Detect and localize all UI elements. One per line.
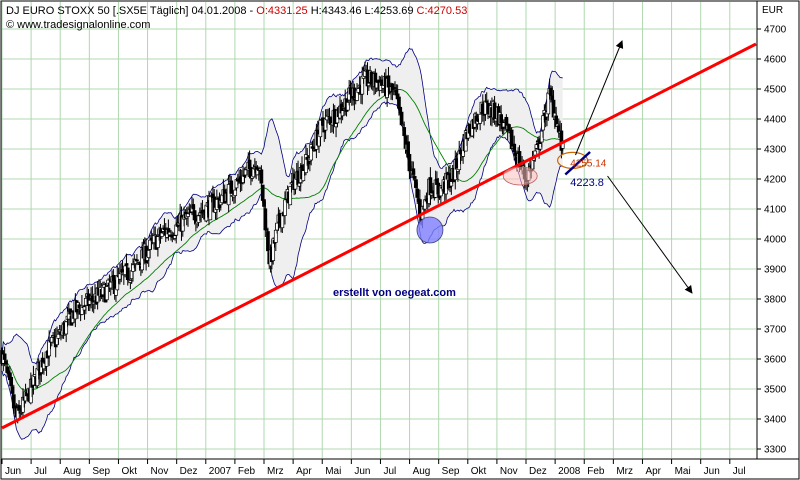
candle-body (68, 308, 72, 315)
x-tick-label: Okt (471, 466, 487, 477)
projection-arrow-down (607, 175, 693, 294)
candle-body (104, 286, 109, 301)
y-tick-label: 4500 (764, 85, 787, 96)
candle-body (260, 184, 265, 201)
grid (1, 2, 756, 458)
candle-body (229, 180, 234, 194)
x-tick-label: Jul (733, 466, 746, 477)
bollinger-upper (1, 47, 563, 365)
candle-body (11, 394, 16, 409)
y-tick-label: 3600 (764, 355, 787, 366)
y-tick-label: 3700 (764, 325, 787, 336)
x-tick-label: Nov (500, 466, 518, 477)
close-value: C:4270.53 (417, 5, 468, 17)
x-tick-label: Aug (413, 466, 431, 477)
x-tick-label: Jun (354, 466, 370, 477)
candle-body (266, 231, 270, 252)
y-tick-label: 3400 (764, 415, 787, 426)
x-tick-label: Mai (325, 466, 341, 477)
y-tick-label: 3900 (764, 265, 787, 276)
chart-title: DJ EURO STOXX 50 [.SX5E Täglich] 04.01.2… (6, 5, 467, 17)
x-tick-label: Dez (529, 466, 547, 477)
candle-body (309, 144, 314, 161)
candle-body (407, 154, 412, 172)
x-tick-label: 2008 (558, 466, 581, 477)
x-tick-label: Jul (34, 466, 47, 477)
watermark-text: erstellt von oegeat.com (333, 287, 456, 299)
projection-arrow-up (575, 40, 624, 156)
y-tick-label: 4700 (764, 25, 787, 36)
candle-body (386, 75, 391, 88)
x-tick-label: Aug (63, 466, 81, 477)
axis-frame (756, 0, 800, 460)
candlesticks (0, 61, 565, 424)
trendline (1, 42, 757, 430)
candle-body (271, 238, 276, 261)
x-tick-label: Jul (383, 466, 396, 477)
candle-body (478, 113, 483, 124)
overlays: 4255.14 4223.8 (1, 40, 757, 430)
y-tick-label: 3800 (764, 295, 787, 306)
y-tick-label: 4300 (764, 145, 787, 156)
candle-body (283, 199, 287, 216)
candle-body (9, 376, 14, 387)
x-tick-label: Apr (645, 466, 661, 477)
y-tick-label: 3500 (764, 385, 787, 396)
y-tick-label: 3300 (764, 445, 787, 456)
highlight-circle-blue (416, 216, 444, 244)
source-label: © www.tradesignalonline.com (6, 19, 150, 31)
y-tick-label: 4400 (764, 115, 787, 126)
x-tick-label: Okt (121, 466, 137, 477)
x-tick-label: 2007 (209, 466, 232, 477)
candle-body (159, 232, 164, 237)
candle-body (64, 321, 69, 335)
y-tick-label: 4600 (764, 55, 787, 66)
candle-body (135, 259, 139, 262)
candle-body (346, 102, 350, 111)
x-tick-label: Mai (675, 466, 691, 477)
candle-body (541, 115, 545, 131)
candle-body (226, 184, 231, 206)
x-tick-label: Mrz (267, 466, 284, 477)
candle-body (233, 189, 238, 196)
x-tick-label: Sep (442, 466, 460, 477)
candle-body (449, 181, 454, 187)
x-tick-label: Apr (296, 466, 312, 477)
candle-body (2, 353, 7, 360)
title-main: DJ EURO STOXX 50 [.SX5E Täglich] 04.01.2… (6, 5, 256, 17)
x-tick-label: Dez (180, 466, 198, 477)
x-tick-label: Jun (5, 466, 21, 477)
bottom-frame (0, 458, 800, 480)
bollinger-fill (2, 48, 563, 440)
y-tick-label: 4100 (764, 205, 787, 216)
level-bar (564, 151, 591, 176)
moving-average-line (1, 88, 563, 392)
highlight-circle-red (502, 166, 538, 186)
y-axis: 3300 3400 3500 3600 3700 3800 3900 4000 4100 4200… (757, 25, 787, 456)
x-tick-label: Jun (704, 466, 720, 477)
x-axis: Jun Jul Aug Sep Okt Nov Dez 2007 Feb Mrz Apr Mai Jun… (1, 459, 746, 477)
currency-label: EUR (762, 5, 783, 16)
level-label-lower: 4223.8 (570, 177, 604, 189)
candle-body (156, 236, 160, 248)
y-tick-label: 4200 (764, 175, 787, 186)
x-tick-label: Feb (587, 466, 605, 477)
candle-body (56, 333, 61, 339)
x-tick-label: Feb (238, 466, 256, 477)
candle-body (288, 186, 293, 206)
x-tick-label: Sep (92, 466, 110, 477)
low-value: L:4253.69 (365, 5, 414, 17)
open-value: O:4331.25 (256, 5, 307, 17)
x-tick-label: Nov (151, 466, 169, 477)
y-tick-label: 4000 (764, 235, 787, 246)
candle-body (397, 96, 401, 109)
candle-body (186, 213, 190, 217)
level-label-upper: 4255.14 (570, 158, 607, 169)
candle-body (259, 169, 264, 184)
high-value: H:4343.46 (311, 5, 362, 17)
x-tick-label: Mrz (616, 466, 633, 477)
